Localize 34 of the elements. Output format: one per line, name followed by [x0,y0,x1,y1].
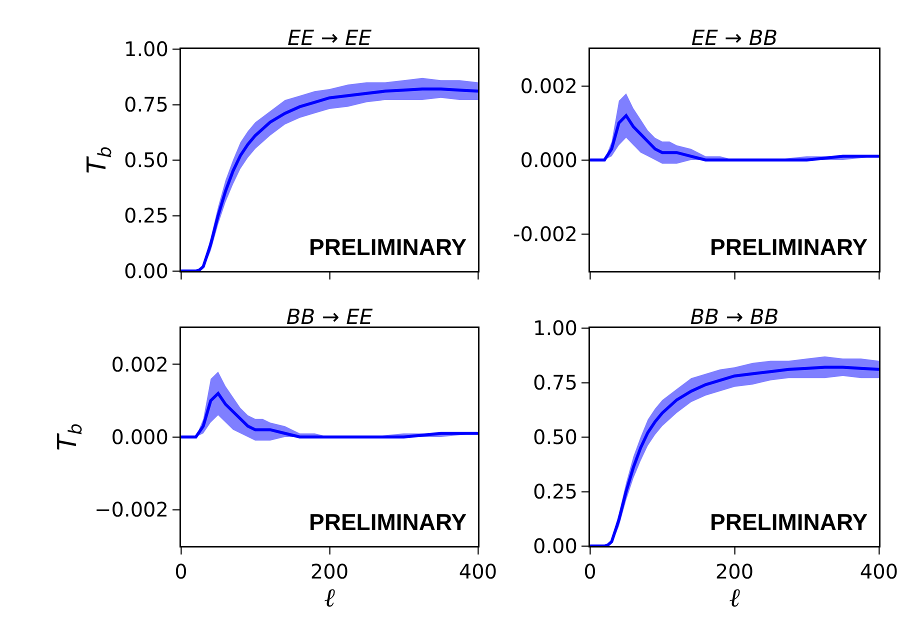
y-tick-label: 0.002 [111,352,168,376]
y-tick-label: -0.002 [513,222,578,246]
annotation: PRELIMINARY [710,509,868,535]
line-series [590,114,879,162]
annotation: PRELIMINARY [710,234,868,260]
x-tick-label: 0 [584,560,596,584]
x-tick-label: 200 [310,560,349,584]
x-tick-label: 400 [458,560,498,584]
y-tick-label: 0.00 [532,534,578,558]
x-axis-title: ℓ [729,584,740,614]
x-tick-label: 400 [860,560,898,584]
y-tick-label: 1.00 [532,316,578,340]
y-tick-label: 1.00 [124,37,168,61]
y-tick-label: 0.50 [532,425,578,449]
y-tick-label: 0.000 [520,148,578,172]
y-tick-label: 0.000 [111,425,168,449]
chart-title: EE → BB [691,26,778,50]
line-series [181,392,478,438]
annotation: PRELIMINARY [309,509,467,535]
chart-title: EE → EE [287,26,372,50]
y-tick-label: 0.002 [520,74,578,98]
chart-title: BB → EE [286,305,374,329]
y-tick-label: 0.00 [124,259,168,283]
y-tick-label: 0.75 [532,370,578,394]
x-tick-label: 200 [715,560,754,584]
x-tick-label: 0 [174,560,188,584]
annotation: PRELIMINARY [309,234,467,260]
y-tick-label: −0.002 [94,498,168,522]
x-axis-title: ℓ [324,584,336,614]
y-tick-label: 0.25 [124,204,168,228]
y-tick-label: 0.75 [124,92,168,116]
y-tick-label: 0.25 [532,480,578,504]
chart-title: BB → BB [690,305,779,329]
y-tick-label: 0.50 [124,148,168,172]
